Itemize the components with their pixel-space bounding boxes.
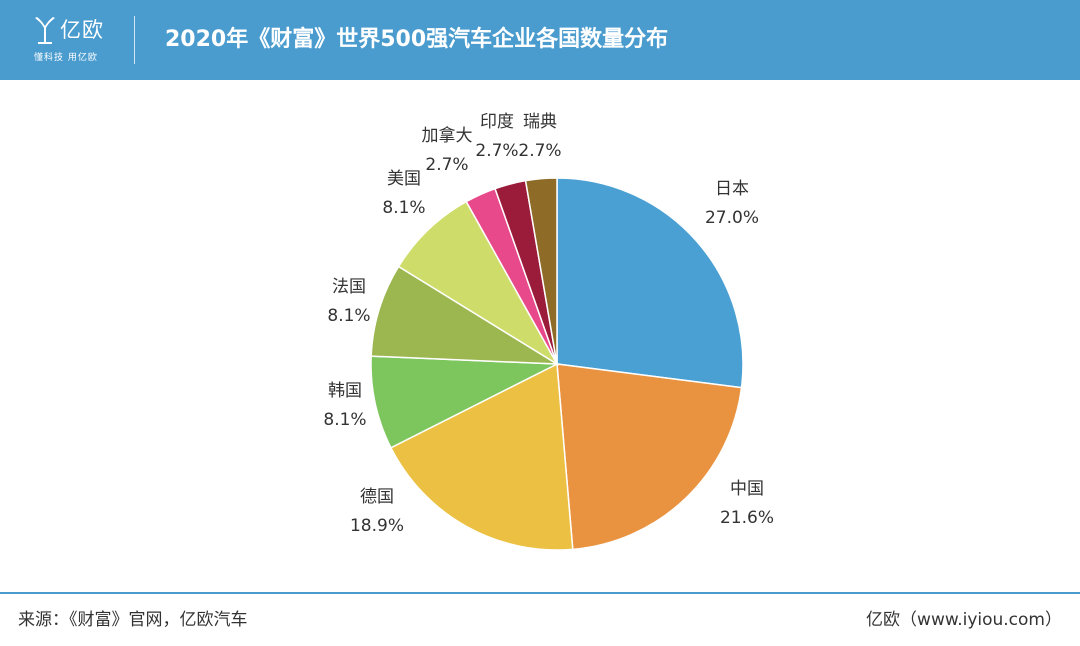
- slice-percentage: 8.1%: [327, 306, 370, 326]
- pie-chart: 日本 27.0% 中国 21.6% 德国 18.9% 韩国 8.1% 法国 8.1% 美国 8.1% 加…: [323, 112, 774, 551]
- slice-label: 美国: [387, 169, 421, 189]
- slice-percentage: 2.7%: [475, 141, 518, 161]
- footer-divider: [0, 592, 1080, 594]
- pie-slices: [370, 177, 744, 551]
- pie-slice: [524, 177, 558, 365]
- slice-label: 瑞典: [523, 112, 557, 132]
- slice-label: 日本: [715, 179, 749, 199]
- slice-percentage: 2.7%: [425, 155, 468, 175]
- chart-title: 2020年《财富》世界500强汽车企业各国数量分布: [165, 27, 669, 52]
- pie-slice: [370, 265, 560, 365]
- pie-labels: 日本 27.0% 中国 21.6% 德国 18.9% 韩国 8.1% 法国 8.1% 美国 8.1% 加…: [323, 112, 774, 536]
- logo: 亿欧 懂科技 用亿欧: [32, 12, 112, 68]
- pie-slice: [556, 177, 744, 389]
- pie-slice: [370, 355, 560, 449]
- slice-label: 韩国: [328, 381, 362, 401]
- logo-name: 亿欧: [60, 18, 104, 42]
- logo-tagline: 懂科技 用亿欧: [34, 53, 98, 63]
- pie-slice: [389, 362, 574, 551]
- slice-percentage: 27.0%: [705, 208, 759, 228]
- slice-label: 印度: [480, 112, 514, 132]
- slice-label: 德国: [360, 487, 394, 507]
- source-note: 来源：《财富》官网，亿欧汽车: [18, 610, 248, 630]
- slice-percentage: 21.6%: [720, 508, 774, 528]
- pie-slice: [556, 363, 743, 551]
- slice-label: 加拿大: [422, 125, 473, 146]
- pie-slice: [397, 200, 560, 367]
- logo-mark-icon: [35, 17, 55, 44]
- header-divider: [134, 16, 135, 64]
- slice-percentage: 2.7%: [518, 141, 561, 161]
- slice-label: 中国: [730, 479, 764, 499]
- slice-percentage: 8.1%: [382, 198, 425, 218]
- brand-credit: 亿欧（www.iyiou.com）: [866, 610, 1062, 630]
- header-bar: 亿欧 懂科技 用亿欧 2020年《财富》世界500强汽车企业各国数量分布: [0, 0, 1080, 80]
- slice-percentage: 18.9%: [350, 516, 404, 536]
- slice-percentage: 8.1%: [323, 410, 366, 430]
- slice-label: 法国: [332, 277, 366, 297]
